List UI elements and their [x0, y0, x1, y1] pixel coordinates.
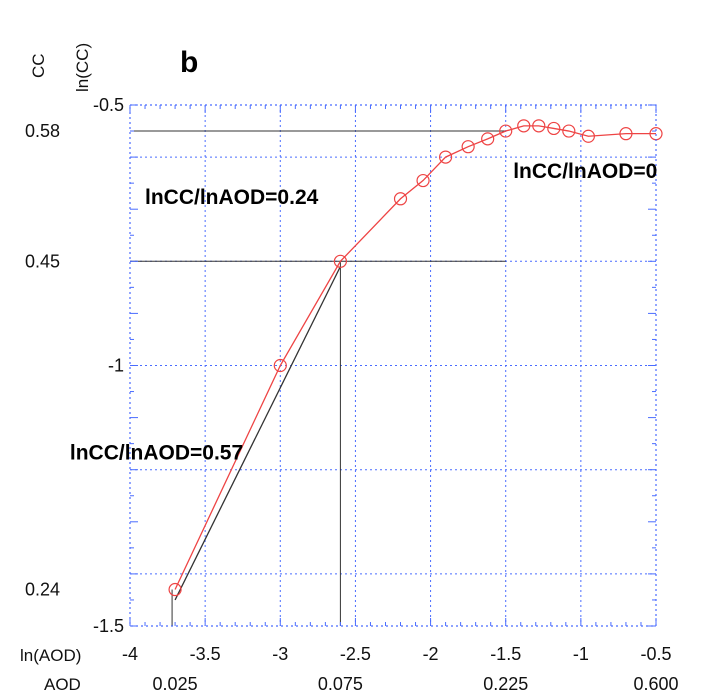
data-series: [168, 119, 663, 601]
tick-labels: -4 -3.5 -3 -2.5 -2 -1.5 -1 -0.5 0.025 0.075 0.225 0…: [25, 95, 679, 694]
cc-tick-label: 0.58: [25, 121, 60, 141]
data-point: [439, 150, 453, 164]
plot-frame: [129, 104, 657, 627]
data-point: [532, 119, 546, 133]
x-tick-label: -2: [423, 644, 439, 664]
y-tick-label: -1: [108, 356, 124, 376]
x-tick-label: -1: [573, 644, 589, 664]
y-axis-label: ln(CC): [73, 43, 92, 92]
data-point: [273, 358, 287, 373]
x-tick-label: -0.5: [640, 644, 671, 664]
data-point: [461, 140, 475, 154]
data-point: [547, 121, 561, 136]
annotation: lnCC/lnAOD=0.57: [70, 441, 243, 464]
data-point: [619, 127, 633, 141]
cc-tick-label: 0.24: [25, 580, 60, 600]
plot-border: [129, 104, 657, 627]
aod-tick-label: 0.025: [153, 674, 198, 694]
data-point: [499, 124, 513, 138]
series-line: [174, 125, 656, 590]
cc-tick-label: 0.45: [25, 251, 60, 271]
x-tick-label: -1.5: [490, 644, 521, 664]
data-point: [517, 119, 531, 133]
data-point: [562, 124, 576, 138]
reference-lines: [130, 130, 506, 626]
aod-tick-label: 0.600: [633, 674, 678, 694]
annotation: lnCC/lnAOD=0: [513, 160, 657, 183]
fit-line: [174, 266, 341, 601]
aod-tick-label: 0.075: [318, 674, 363, 694]
data-point: [333, 254, 347, 268]
data-point: [481, 132, 495, 146]
cc-axis-label: CC: [29, 53, 48, 78]
annotations: lnCC/lnAOD=0.24 lnCC/lnAOD=0 lnCC/lnAOD=0.…: [70, 160, 657, 464]
data-point: [581, 129, 595, 143]
annotation: lnCC/lnAOD=0.24: [145, 186, 319, 209]
panel-label: b: [180, 46, 198, 79]
x-tick-label: -3: [272, 644, 288, 664]
data-point: [416, 173, 430, 188]
data-point: [393, 192, 408, 206]
aod-axis-label: AOD: [44, 675, 81, 694]
data-point: [168, 582, 182, 597]
x-tick-label: -3.5: [190, 644, 221, 664]
y-tick-label: -0.5: [93, 95, 124, 115]
grid: [130, 105, 656, 626]
x-axis-label: ln(AOD): [20, 646, 81, 665]
aod-tick-label: 0.225: [483, 674, 528, 694]
x-tick-label: -4: [122, 644, 138, 664]
y-tick-label: -1.5: [93, 616, 124, 636]
x-tick-label: -2.5: [340, 644, 371, 664]
